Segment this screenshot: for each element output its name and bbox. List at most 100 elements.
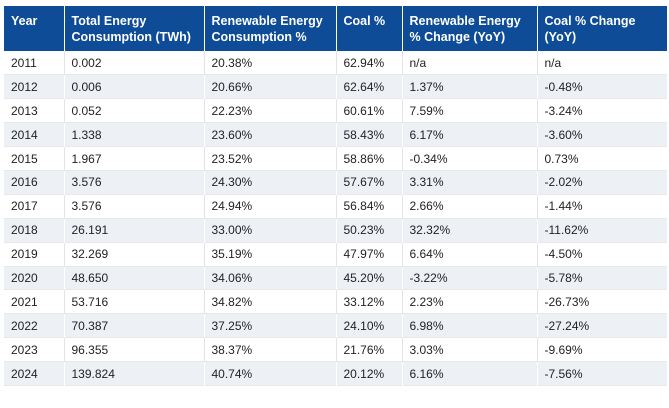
header-renewable-change: Renewable Energy % Change (YoY) bbox=[401, 6, 537, 51]
table-body: 2011 0.002 20.38% 62.94% n/a n/a 2012 0.006 20.6… bbox=[4, 51, 667, 386]
cell-renewable-pct: 23.60% bbox=[203, 122, 336, 147]
cell-coal-change: -7.56% bbox=[536, 361, 667, 386]
cell-renewable-change: 6.17% bbox=[401, 122, 537, 147]
cell-renewable-change: 2.66% bbox=[401, 194, 537, 219]
cell-total-energy: 48.650 bbox=[63, 266, 204, 290]
cell-year: 2023 bbox=[4, 337, 64, 362]
header-row: Year Total Energy Consumption (TWh) Rene… bbox=[4, 6, 667, 51]
cell-renewable-change: 7.59% bbox=[401, 98, 537, 123]
cell-coal-pct: 60.61% bbox=[335, 98, 402, 123]
table-row: 2011 0.002 20.38% 62.94% n/a n/a bbox=[4, 51, 667, 75]
cell-coal-pct: 33.12% bbox=[335, 289, 402, 314]
cell-coal-change: -0.48% bbox=[536, 74, 667, 99]
cell-coal-pct: 20.12% bbox=[335, 361, 402, 386]
table-row: 2012 0.006 20.66% 62.64% 1.37% -0.48% bbox=[4, 74, 667, 99]
cell-year: 2016 bbox=[4, 170, 64, 195]
energy-table: Year Total Energy Consumption (TWh) Rene… bbox=[4, 6, 667, 386]
cell-coal-change: -4.50% bbox=[536, 242, 667, 267]
cell-renewable-pct: 35.19% bbox=[203, 242, 336, 267]
cell-total-energy: 70.387 bbox=[63, 313, 204, 338]
cell-total-energy: 0.002 bbox=[63, 51, 204, 75]
cell-renewable-change: n/a bbox=[401, 51, 537, 75]
cell-coal-change: -27.24% bbox=[536, 313, 667, 338]
cell-coal-pct: 62.94% bbox=[335, 51, 402, 75]
cell-renewable-pct: 24.30% bbox=[203, 170, 336, 195]
cell-coal-change: -2.02% bbox=[536, 170, 667, 195]
cell-renewable-pct: 38.37% bbox=[203, 337, 336, 362]
cell-coal-pct: 56.84% bbox=[335, 194, 402, 219]
cell-year: 2015 bbox=[4, 146, 64, 171]
table-row: 2021 53.716 34.82% 33.12% 2.23% -26.73% bbox=[4, 289, 667, 314]
cell-renewable-change: 1.37% bbox=[401, 74, 537, 99]
cell-year: 2021 bbox=[4, 289, 64, 314]
header-total-energy: Total Energy Consumption (TWh) bbox=[63, 6, 204, 51]
table-row: 2024 139.824 40.74% 20.12% 6.16% -7.56% bbox=[4, 361, 667, 386]
table-row: 2022 70.387 37.25% 24.10% 6.98% -27.24% bbox=[4, 313, 667, 338]
cell-year: 2019 bbox=[4, 242, 64, 267]
cell-year: 2022 bbox=[4, 313, 64, 338]
cell-renewable-pct: 33.00% bbox=[203, 218, 336, 243]
cell-total-energy: 1.967 bbox=[63, 146, 204, 171]
cell-year: 2024 bbox=[4, 361, 64, 386]
table-row: 2018 26.191 33.00% 50.23% 32.32% -11.62% bbox=[4, 218, 667, 243]
cell-coal-pct: 58.86% bbox=[335, 146, 402, 171]
cell-renewable-change: -3.22% bbox=[401, 266, 537, 290]
cell-renewable-pct: 34.82% bbox=[203, 289, 336, 314]
cell-total-energy: 1.338 bbox=[63, 122, 204, 147]
cell-renewable-change: 6.64% bbox=[401, 242, 537, 267]
table-header: Year Total Energy Consumption (TWh) Rene… bbox=[4, 6, 667, 51]
cell-total-energy: 26.191 bbox=[63, 218, 204, 243]
cell-coal-pct: 47.97% bbox=[335, 242, 402, 267]
cell-coal-pct: 21.76% bbox=[335, 337, 402, 362]
cell-renewable-pct: 37.25% bbox=[203, 313, 336, 338]
cell-renewable-pct: 20.38% bbox=[203, 51, 336, 75]
table-row: 2015 1.967 23.52% 58.86% -0.34% 0.73% bbox=[4, 146, 667, 171]
table-row: 2014 1.338 23.60% 58.43% 6.17% -3.60% bbox=[4, 122, 667, 147]
cell-year: 2018 bbox=[4, 218, 64, 243]
table-row: 2013 0.052 22.23% 60.61% 7.59% -3.24% bbox=[4, 98, 667, 123]
header-renewable-pct: Renewable Energy Consumption % bbox=[203, 6, 336, 51]
cell-renewable-change: 32.32% bbox=[401, 218, 537, 243]
cell-coal-change: -9.69% bbox=[536, 337, 667, 362]
cell-coal-pct: 24.10% bbox=[335, 313, 402, 338]
cell-coal-pct: 50.23% bbox=[335, 218, 402, 243]
cell-coal-change: -26.73% bbox=[536, 289, 667, 314]
cell-total-energy: 3.576 bbox=[63, 194, 204, 219]
cell-renewable-change: 2.23% bbox=[401, 289, 537, 314]
cell-year: 2013 bbox=[4, 98, 64, 123]
cell-coal-change: -3.60% bbox=[536, 122, 667, 147]
cell-total-energy: 3.576 bbox=[63, 170, 204, 195]
cell-coal-change: -11.62% bbox=[536, 218, 667, 243]
cell-renewable-pct: 34.06% bbox=[203, 266, 336, 290]
cell-year: 2020 bbox=[4, 266, 64, 290]
cell-coal-change: -3.24% bbox=[536, 98, 667, 123]
cell-coal-pct: 62.64% bbox=[335, 74, 402, 99]
cell-coal-change: n/a bbox=[536, 51, 667, 75]
cell-year: 2012 bbox=[4, 74, 64, 99]
cell-renewable-change: 6.16% bbox=[401, 361, 537, 386]
cell-renewable-pct: 24.94% bbox=[203, 194, 336, 219]
cell-coal-change: -1.44% bbox=[536, 194, 667, 219]
cell-coal-change: -5.78% bbox=[536, 266, 667, 290]
cell-year: 2014 bbox=[4, 122, 64, 147]
table-row: 2016 3.576 24.30% 57.67% 3.31% -2.02% bbox=[4, 170, 667, 195]
cell-renewable-pct: 20.66% bbox=[203, 74, 336, 99]
header-year: Year bbox=[4, 6, 64, 51]
cell-renewable-change: -0.34% bbox=[401, 146, 537, 171]
cell-total-energy: 0.006 bbox=[63, 74, 204, 99]
cell-total-energy: 139.824 bbox=[63, 361, 204, 386]
header-coal-pct: Coal % bbox=[335, 6, 402, 51]
cell-coal-pct: 58.43% bbox=[335, 122, 402, 147]
cell-total-energy: 53.716 bbox=[63, 289, 204, 314]
header-coal-change: Coal % Change (YoY) bbox=[536, 6, 667, 51]
table-row: 2017 3.576 24.94% 56.84% 2.66% -1.44% bbox=[4, 194, 667, 219]
cell-coal-pct: 45.20% bbox=[335, 266, 402, 290]
cell-renewable-change: 6.98% bbox=[401, 313, 537, 338]
cell-coal-pct: 57.67% bbox=[335, 170, 402, 195]
cell-total-energy: 96.355 bbox=[63, 337, 204, 362]
cell-renewable-change: 3.31% bbox=[401, 170, 537, 195]
cell-renewable-pct: 40.74% bbox=[203, 361, 336, 386]
cell-total-energy: 0.052 bbox=[63, 98, 204, 123]
cell-renewable-pct: 23.52% bbox=[203, 146, 336, 171]
table-row: 2019 32.269 35.19% 47.97% 6.64% -4.50% bbox=[4, 242, 667, 267]
